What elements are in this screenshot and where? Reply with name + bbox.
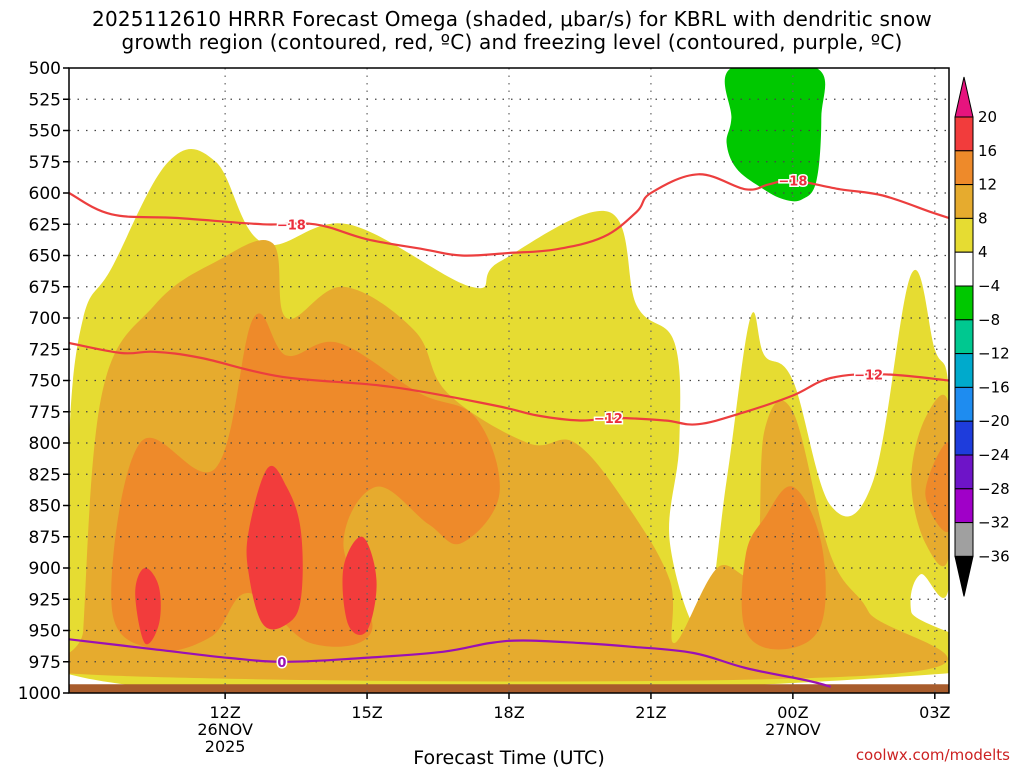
colorbar-bin--24--20 [954, 420, 974, 456]
colorbar-label-8: −16 [978, 378, 1010, 396]
x-tick-label-15Z: 15Z [351, 703, 382, 722]
y-axis: 500 525 550 575 600 625 650 675 700 725 750 775 800 8… [18, 59, 69, 704]
colorbar-bin-16-20 [954, 116, 974, 152]
colorbar-bin--20--16 [954, 386, 974, 422]
credit-text: coolwx.com/modelts [855, 746, 1010, 764]
x-axis-label: Forecast Time (UTC) [413, 747, 604, 768]
y-tick-label-500: 500 [29, 59, 61, 79]
y-tick-label-550: 550 [29, 122, 61, 142]
y-tick-label-925: 925 [29, 590, 61, 610]
dgz-contour-label-0: −18 [277, 218, 306, 233]
y-tick-label-850: 850 [29, 497, 61, 517]
y-tick-label-900: 900 [29, 559, 61, 579]
y-tick-label-825: 825 [29, 465, 61, 485]
omega-region-16-20-6 [246, 465, 303, 630]
omega-region--8--4-9 [724, 68, 826, 202]
y-tick-label-725: 725 [29, 340, 61, 360]
dgz-contour-2 [69, 341, 949, 426]
x-tick-label-18Z: 18Z [493, 703, 524, 722]
colorbar-label-1: 16 [978, 142, 997, 160]
colorbar-label-5: −4 [978, 277, 1000, 295]
y-tick-label-950: 950 [29, 622, 61, 642]
colorbar-under-triangle [954, 555, 974, 597]
colorbar-bin--4-4 [954, 251, 974, 287]
y-tick-label-525: 525 [29, 90, 61, 110]
surface-band [69, 684, 949, 693]
surface-ground-band [69, 684, 949, 693]
x-tick-sublabel-27NOV: 27NOV [765, 720, 821, 739]
freezing-level-contour-0 [69, 638, 832, 688]
x-tick-sublabel-26NOV: 26NOV [197, 720, 253, 739]
colorbar-bin--36--32 [954, 522, 974, 557]
colorbar-label-3: 8 [978, 209, 988, 227]
dgz-contour-label-3: −12 [854, 368, 883, 383]
y-tick-label-700: 700 [29, 309, 61, 329]
y-tick-label-775: 775 [29, 403, 61, 423]
omega-region-12-16-5 [925, 442, 949, 533]
y-tick-label-675: 675 [29, 278, 61, 298]
colorbar-bin-4-8 [954, 217, 974, 253]
y-tick-label-575: 575 [29, 153, 61, 173]
x-tick-label-21Z: 21Z [635, 703, 666, 722]
colorbar-label-4: 4 [978, 243, 988, 261]
colorbar-label-6: −8 [978, 311, 1000, 329]
dgz-contour-label-1: −18 [778, 175, 807, 190]
colorbar-bin--12--8 [954, 319, 974, 355]
omega-shading [69, 68, 949, 693]
freezing-level-label-0: 0 [277, 656, 286, 671]
contour-labels: −18 −18 −12 −12 0 [275, 173, 884, 672]
x-tick-label-03Z: 03Z [919, 703, 950, 722]
colorbar-label-2: 12 [978, 176, 997, 194]
freezing-level-contours [69, 638, 832, 688]
omega-region-16-20-8 [135, 567, 161, 645]
y-tick-label-625: 625 [29, 215, 61, 235]
colorbar-bin-8-12 [954, 184, 974, 219]
y-tick-label-650: 650 [29, 247, 61, 267]
omega-region-16-20-7 [342, 536, 377, 635]
y-tick-label-800: 800 [29, 434, 61, 454]
colorbar-label-7: −12 [978, 345, 1010, 363]
colorbar-label-9: −20 [978, 412, 1010, 430]
dendritic-growth-contours [69, 173, 949, 426]
colorbar-bin-12-16 [954, 150, 974, 186]
chart-title: 2025112610 HRRR Forecast Omega (shaded, … [92, 7, 932, 54]
y-tick-label-975: 975 [29, 653, 61, 673]
colorbar-over-triangle [954, 76, 974, 118]
dgz-contour-0 [69, 173, 949, 257]
colorbar-bin--32--28 [954, 488, 974, 524]
colorbar-bin--16--12 [954, 353, 974, 388]
x-tick-label-00Z: 00Z [777, 703, 808, 722]
x-tick-label-12Z: 12Z [209, 703, 240, 722]
colorbar-label-0: 20 [978, 108, 997, 126]
colorbar-label-12: −32 [978, 514, 1010, 532]
y-tick-label-750: 750 [29, 372, 61, 392]
y-tick-label-875: 875 [29, 528, 61, 548]
colorbar-label-11: −28 [978, 480, 1010, 498]
x-tick-sublabel-2025: 2025 [205, 737, 246, 756]
colorbar-label-10: −24 [978, 446, 1010, 464]
colorbar: 20 16 12 8 4 −4 −8 −12 −16 −20 −24 −28 −32 −36 [954, 76, 1010, 597]
y-tick-label-1000: 1000 [18, 684, 61, 704]
colorbar-label-13: −36 [978, 547, 1010, 565]
omega-region-12-16-3 [111, 313, 500, 652]
y-tick-label-600: 600 [29, 184, 61, 204]
colorbar-bin--8--4 [954, 285, 974, 321]
dgz-contour-label-2: −12 [594, 412, 623, 427]
colorbar-bin--28--24 [954, 454, 974, 490]
